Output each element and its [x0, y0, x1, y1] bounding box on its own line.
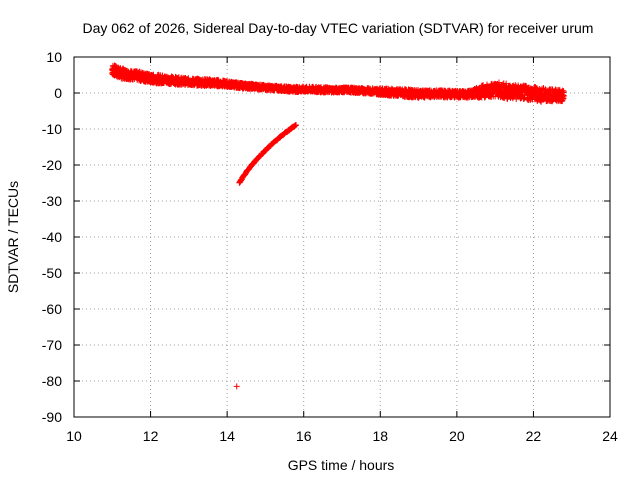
y-tick-label: -10: [42, 121, 62, 137]
grid-lines: [74, 57, 610, 417]
x-tick-label: 24: [602, 428, 618, 444]
data-points: [109, 62, 568, 390]
x-tick-label: 16: [296, 428, 312, 444]
y-tick-label: -40: [42, 229, 62, 245]
y-axis-ticks: 10 0 -10 -20 -30 -40 -50 -60 -70 -80 -90: [42, 49, 610, 425]
y-tick-label: -60: [42, 301, 62, 317]
y-tick-label: 0: [54, 85, 62, 101]
data-point: [233, 383, 240, 390]
x-tick-label: 20: [449, 428, 465, 444]
y-tick-label: -80: [42, 373, 62, 389]
x-axis-label: GPS time / hours: [288, 457, 395, 473]
x-tick-label: 22: [526, 428, 542, 444]
y-tick-label: -70: [42, 337, 62, 353]
y-tick-label: -50: [42, 265, 62, 281]
y-tick-label: -90: [42, 409, 62, 425]
y-tick-label: -20: [42, 157, 62, 173]
chart-title: Day 062 of 2026, Sidereal Day-to-day VTE…: [83, 20, 594, 36]
x-tick-label: 14: [219, 428, 235, 444]
y-axis-label: SDTVAR / TECUs: [5, 181, 21, 293]
x-axis-ticks: 10 12 14 16 18 20 22 24: [66, 57, 618, 444]
x-tick-label: 10: [66, 428, 82, 444]
y-tick-label: 10: [46, 49, 62, 65]
y-tick-label: -30: [42, 193, 62, 209]
x-tick-label: 12: [143, 428, 159, 444]
x-tick-label: 18: [372, 428, 388, 444]
